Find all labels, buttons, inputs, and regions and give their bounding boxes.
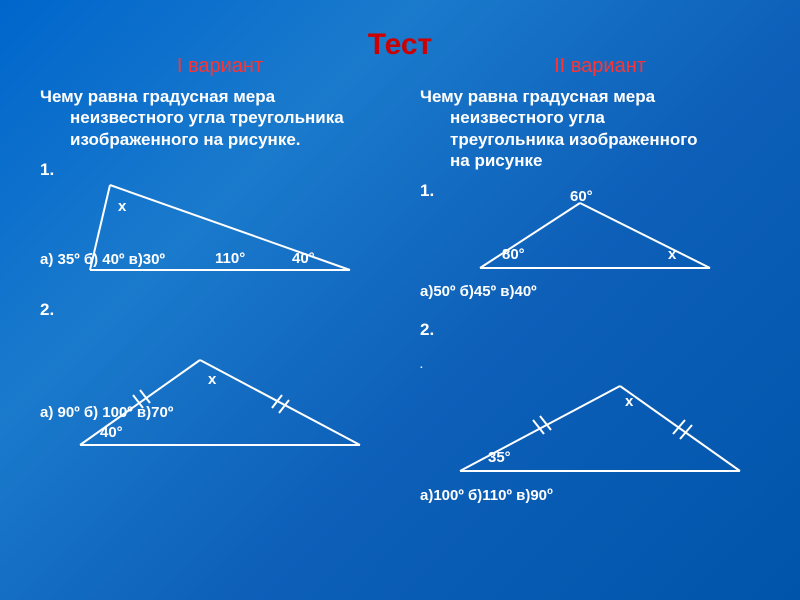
q2-diagram-right: х 35° [420, 371, 760, 481]
angle-40: 40° [292, 250, 315, 267]
q1-number: 1. [40, 160, 400, 180]
q1-answers-right: а)50º б)45º в)40º [420, 283, 780, 300]
q-line: на рисунке [420, 150, 780, 171]
x-label: х [625, 393, 633, 410]
q1-diagram-left: х 110° 40° а) 35º б) 40º в)30º [40, 180, 380, 290]
q2-answers-right: а)100º б)110º в)90о [420, 486, 780, 504]
q-line: неизвестного угла [420, 107, 780, 128]
variant-1-header: I вариант [40, 55, 400, 78]
q2-diagram-left: х 40° а) 90º б) 100º в)70º [40, 345, 380, 465]
angle-80: 80° [502, 246, 525, 263]
angle-60: 60° [570, 188, 593, 205]
q2-number: 2. [40, 300, 400, 320]
q-line: изображенного на рисунке. [40, 129, 400, 150]
q-line: треугольника изображенного [420, 129, 780, 150]
q-line: Чему равна градусная мера [420, 87, 655, 106]
answers-text: а)100º б)110º в)90 [420, 487, 547, 504]
dot: . [420, 360, 780, 371]
q2-answers-left: а) 90º б) 100º в)70º [40, 404, 173, 421]
angle-35: 35° [488, 449, 511, 466]
variant-2-header: II вариант [420, 55, 780, 78]
variant-1-question: Чему равна градусная мера неизвестного у… [40, 86, 400, 150]
q1-diagram-right: 60° 80° х [420, 193, 760, 278]
angle-40: 40° [100, 424, 123, 441]
q1-answers-left: а) 35º б) 40º в)30º [40, 251, 165, 268]
q2-number-right: 2. [420, 320, 780, 340]
variant-1-column: I вариант Чему равна градусная мера неиз… [40, 55, 400, 465]
triangle-svg [420, 371, 760, 481]
triangle-svg [40, 180, 380, 290]
angle-110: 110° [215, 250, 245, 267]
q-line: Чему равна градусная мера [40, 87, 275, 106]
triangle-svg [420, 193, 760, 278]
x-label: х [668, 246, 676, 263]
x-label: х [208, 371, 216, 388]
variant-2-question: Чему равна градусная мера неизвестного у… [420, 86, 780, 171]
variant-2-column: II вариант Чему равна градусная мера неи… [420, 55, 780, 504]
q-line: неизвестного угла треугольника [40, 107, 400, 128]
x-label: х [118, 198, 126, 215]
sup-o: о [547, 486, 553, 497]
